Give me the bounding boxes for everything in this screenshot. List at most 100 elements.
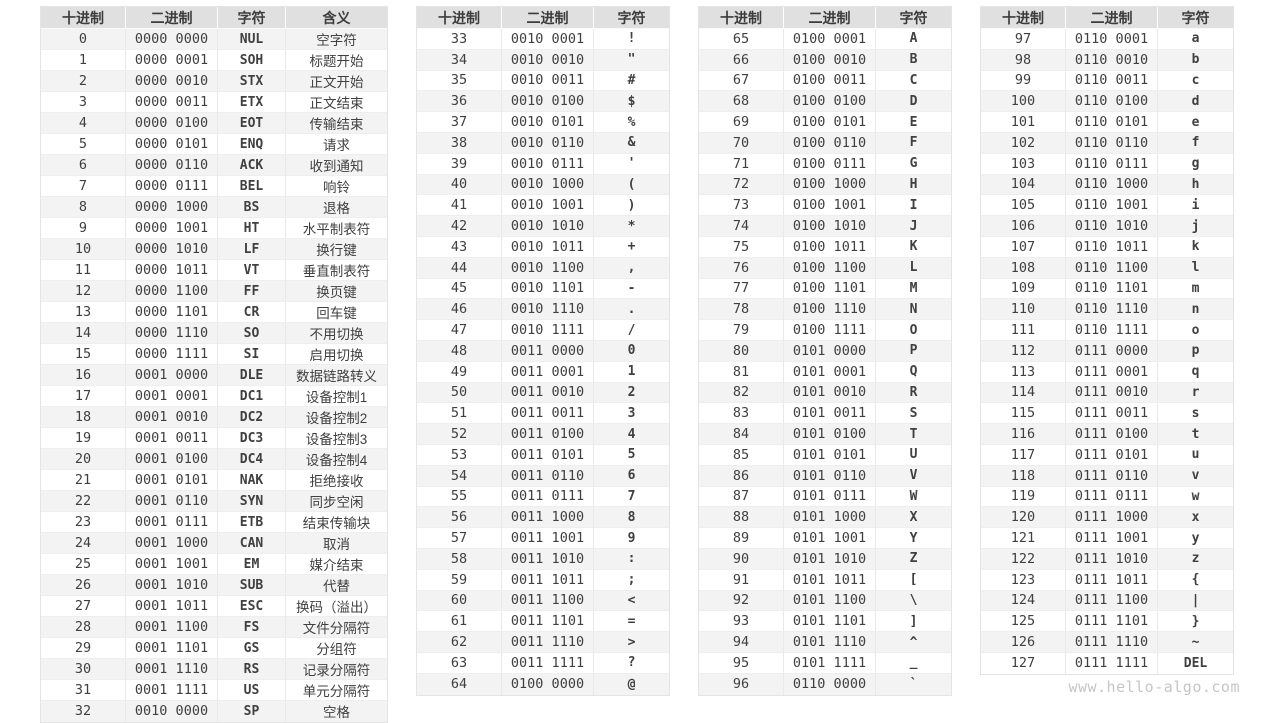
char-cell: |	[1158, 590, 1233, 612]
bin-cell: 0001 1101	[126, 638, 218, 659]
bin-cell: 0111 1101	[1066, 611, 1158, 633]
dec-cell: 0	[41, 29, 126, 50]
bin-cell: 0000 1001	[126, 218, 218, 239]
meaning-cell: 设备控制2	[286, 407, 387, 428]
meaning-cell: 垂直制表符	[286, 260, 387, 281]
char-cell: SYN	[218, 491, 286, 512]
bin-cell: 0111 0101	[1066, 444, 1158, 466]
table-row: 57 0011 1001 9	[417, 528, 669, 549]
char-cell: /	[594, 320, 669, 341]
char-cell: GS	[218, 638, 286, 659]
dec-cell: 92	[699, 590, 784, 612]
dec-cell: 61	[417, 611, 502, 633]
char-cell: RS	[218, 659, 286, 680]
char-cell: X	[876, 507, 951, 529]
table-row: 97 0110 0001 a	[981, 29, 1233, 50]
bin-cell: 0001 0011	[126, 428, 218, 449]
table-row: 118 0111 0110 v	[981, 465, 1233, 487]
char-cell: v	[1158, 465, 1233, 487]
dec-cell: 115	[981, 403, 1066, 425]
char-cell: t	[1158, 424, 1233, 445]
table-row: 0 0000 0000 NUL 空字符	[41, 29, 387, 50]
bin-cell: 0000 0110	[126, 155, 218, 176]
char-cell: r	[1158, 382, 1233, 404]
table-row: 79 0100 1111 O	[699, 320, 951, 341]
table-row: 112 0111 0000 p	[981, 340, 1233, 362]
bin-cell: 0000 0101	[126, 134, 218, 155]
table-row: 41 0010 1001)	[417, 195, 669, 217]
char-cell: _	[876, 652, 951, 674]
dec-cell: 88	[699, 507, 784, 529]
table-row: 87 0101 0111 W	[699, 486, 951, 508]
dec-cell: 20	[41, 449, 126, 470]
char-cell: 0	[594, 340, 669, 362]
bin-cell: 0110 0000	[784, 673, 876, 695]
table-row: 61 0011 1101 =	[417, 611, 669, 633]
char-cell: w	[1158, 486, 1233, 508]
table-row: 95 0101 1111 _	[699, 652, 951, 674]
char-cell: Q	[876, 361, 951, 383]
dec-cell: 1	[41, 50, 126, 71]
bin-cell: 0100 1011	[784, 236, 876, 258]
table-row: 127 0111 1111 DEL	[981, 652, 1233, 674]
dec-cell: 41	[417, 195, 502, 217]
bin-cell: 0110 0001	[1066, 29, 1158, 50]
table-row: 22 0001 0110 SYN 同步空闲	[41, 491, 387, 512]
table-row: 114 0111 0010 r	[981, 382, 1233, 404]
table-row: 105 0110 1001 i	[981, 195, 1233, 217]
char-cell: h	[1158, 174, 1233, 196]
bin-cell: 0100 0000	[502, 673, 594, 695]
table-row: 60 0011 1100 <	[417, 590, 669, 612]
char-cell: SP	[218, 701, 286, 722]
table-row: 100 0110 0100 d	[981, 91, 1233, 113]
bin-cell: 0001 1011	[126, 596, 218, 617]
bin-cell: 0110 0111	[1066, 153, 1158, 175]
column-header-binary: 二进制	[784, 7, 876, 29]
bin-cell: 0101 0001	[784, 361, 876, 383]
table-row: 47 0010 1111/	[417, 320, 669, 341]
bin-cell: 0110 0011	[1066, 70, 1158, 92]
char-cell: W	[876, 486, 951, 508]
dec-cell: 79	[699, 320, 784, 341]
dec-cell: 52	[417, 424, 502, 445]
table-row: 4 0000 0100 EOT 传输结束	[41, 113, 387, 134]
column-header-binary: 二进制	[126, 7, 218, 29]
table-row: 2 0000 0010 STX 正文开始	[41, 71, 387, 92]
table-row: 32 0010 0000 SP 空格	[41, 701, 387, 722]
char-cell: >	[594, 632, 669, 653]
table-row: 83 0101 0011 S	[699, 403, 951, 425]
char-cell: b	[1158, 49, 1233, 71]
bin-cell: 0101 1000	[784, 507, 876, 529]
char-cell: D	[876, 91, 951, 113]
bin-cell: 0001 1111	[126, 680, 218, 701]
char-cell: EOT	[218, 113, 286, 134]
bin-cell: 0011 0000	[502, 340, 594, 362]
char-cell: d	[1158, 91, 1233, 113]
bin-cell: 0000 0001	[126, 50, 218, 71]
char-cell: P	[876, 340, 951, 362]
dec-cell: 87	[699, 486, 784, 508]
dec-cell: 58	[417, 548, 502, 570]
column-header-decimal: 十进制	[981, 7, 1066, 29]
char-cell: x	[1158, 507, 1233, 529]
dec-cell: 28	[41, 617, 126, 638]
bin-cell: 0010 1011	[502, 236, 594, 258]
meaning-cell: 不用切换	[286, 323, 387, 344]
bin-cell: 0011 0001	[502, 361, 594, 383]
bin-cell: 0001 0100	[126, 449, 218, 470]
dec-cell: 93	[699, 611, 784, 633]
char-cell: ESC	[218, 596, 286, 617]
table-row: 7 0000 0111 BEL 响铃	[41, 176, 387, 197]
bin-cell: 0011 1010	[502, 548, 594, 570]
dec-cell: 95	[699, 652, 784, 674]
table-row: 54 0011 0110 6	[417, 465, 669, 487]
table-row: 90 0101 1010 Z	[699, 548, 951, 570]
table-row: 3 0000 0011 ETX 正文结束	[41, 92, 387, 113]
table-row: 31 0001 1111 US 单元分隔符	[41, 680, 387, 701]
table-row: 119 0111 0111 w	[981, 486, 1233, 508]
char-cell: !	[594, 29, 669, 50]
table-row: 123 0111 1011{	[981, 569, 1233, 591]
table-row: 111 0110 1111 o	[981, 320, 1233, 341]
column-header-binary: 二进制	[1066, 7, 1158, 29]
bin-cell: 0101 0110	[784, 465, 876, 487]
